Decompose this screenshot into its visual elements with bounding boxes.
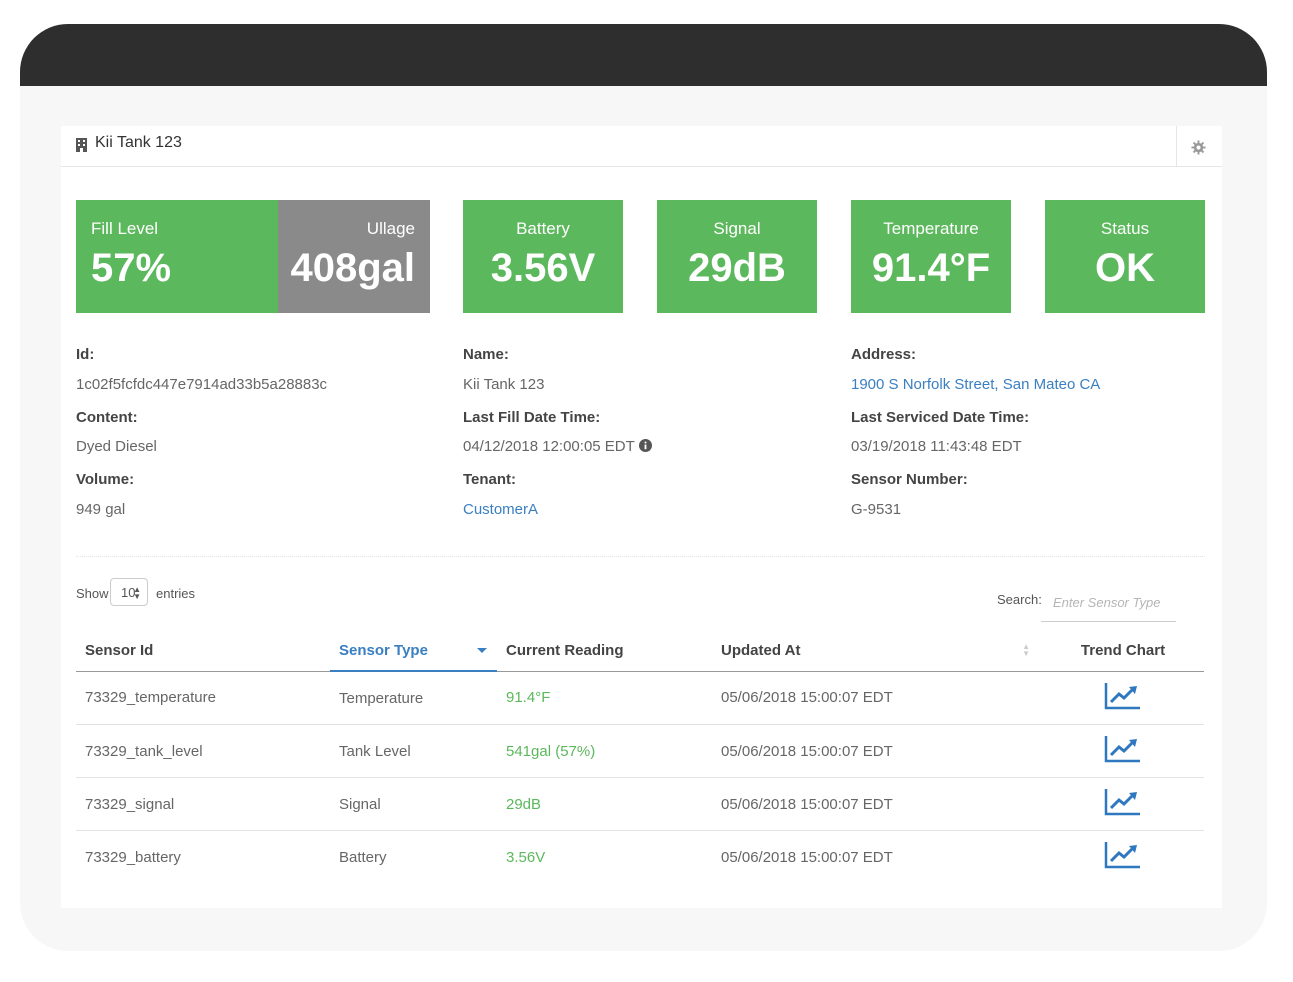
page-size-select[interactable]: 10 ▲ ▼ xyxy=(110,578,148,606)
reading-cell: 29dB xyxy=(497,777,712,831)
reading-cell: 91.4°F xyxy=(497,671,712,725)
fill-level-value: 57% xyxy=(91,246,172,290)
last-fill-label: Last Fill Date Time: xyxy=(463,409,601,426)
device-frame: Kii Tank 123 Fill Level 57% Ullage 408ga… xyxy=(20,24,1267,951)
fill-level-tile: Fill Level 57% xyxy=(76,200,278,313)
column-header-current-reading[interactable]: Current Reading xyxy=(497,630,712,672)
updated-at-cell: 05/06/2018 15:00:07 EDT xyxy=(712,724,1042,778)
ullage-value: 408gal xyxy=(290,246,415,290)
trend-chart-cell xyxy=(1042,724,1204,778)
name-value: Kii Tank 123 xyxy=(463,376,545,393)
reading-cell: 3.56V xyxy=(506,848,546,866)
section-divider xyxy=(76,556,1205,557)
page-size-control: Show 10 ▲ ▼ entries xyxy=(76,578,195,606)
sensor-id-cell: 73329_temperature xyxy=(76,671,330,725)
tank-panel: Kii Tank 123 Fill Level 57% Ullage 408ga… xyxy=(61,126,1222,908)
updated-at-cell: 05/06/2018 15:00:07 EDT xyxy=(712,777,1042,831)
gear-icon xyxy=(1191,140,1206,155)
signal-label: Signal xyxy=(713,219,761,238)
building-icon xyxy=(76,138,87,152)
sensor-type-cell: Signal xyxy=(330,777,497,831)
signal-value: 29dB xyxy=(688,246,786,290)
volume-value: 949 gal xyxy=(76,501,126,518)
sensor-id-cell: 73329_tank_level xyxy=(76,724,330,778)
column-header-sensor-type[interactable]: Sensor Type xyxy=(330,630,497,672)
page-title: Kii Tank 123 xyxy=(95,134,182,151)
sensor-number-value: G-9531 xyxy=(851,501,902,518)
trend-chart-icon[interactable] xyxy=(1104,840,1142,870)
table-row: 73329_temperature Temperature 91.4°F 05/… xyxy=(76,671,1204,725)
signal-tile: Signal 29dB xyxy=(657,200,817,313)
sensor-type-cell: Battery xyxy=(339,848,387,866)
status-label: Status xyxy=(1100,219,1150,238)
battery-label: Battery xyxy=(516,219,570,238)
device-top-bar xyxy=(20,24,1267,86)
sensor-number-label: Sensor Number: xyxy=(851,471,968,488)
temperature-tile: Temperature 91.4°F xyxy=(851,200,1011,313)
updated-at-cell: 05/06/2018 15:00:07 EDT xyxy=(721,848,893,866)
tenant-link[interactable]: CustomerA xyxy=(463,501,539,518)
volume-label: Volume: xyxy=(76,471,135,488)
battery-tile: Battery 3.56V xyxy=(463,200,623,313)
battery-value: 3.56V xyxy=(490,246,596,290)
sort-desc-icon xyxy=(477,648,487,653)
sensor-type-header-label: Sensor Type xyxy=(339,641,428,659)
content-label: Content: xyxy=(76,409,138,426)
table-row: 73329_tank_level Tank Level 541gal (57%)… xyxy=(76,724,1204,778)
updated-at-header-label: Updated At xyxy=(721,641,801,659)
trend-chart-icon[interactable] xyxy=(1104,787,1142,817)
name-label: Name: xyxy=(463,346,509,363)
select-arrows-icon: ▲ ▼ xyxy=(133,585,141,601)
ullage-tile: Ullage 408gal xyxy=(278,200,430,313)
tenant-label: Tenant: xyxy=(463,471,517,488)
sensor-id-cell: 73329_battery xyxy=(85,848,181,866)
ullage-label: Ullage xyxy=(366,219,415,238)
show-label: Show xyxy=(76,586,109,601)
last-serviced-value: 03/19/2018 11:43:48 EDT xyxy=(851,438,1022,455)
sensor-table: Sensor Id Sensor Type Current Reading Up… xyxy=(76,630,1204,883)
sensor-id-cell: 73329_signal xyxy=(76,777,330,831)
temperature-value: 91.4°F xyxy=(871,246,991,290)
temperature-label: Temperature xyxy=(883,219,979,238)
id-value: 1c02f5fcfdc447e7914ad33b5a28883c xyxy=(76,376,328,393)
column-header-trend-chart: Trend Chart xyxy=(1042,630,1204,672)
last-fill-value: 04/12/2018 12:00:05 EDT xyxy=(463,438,652,455)
status-tile: Status OK xyxy=(1045,200,1205,313)
table-header-row: Sensor Id Sensor Type Current Reading Up… xyxy=(76,630,1204,672)
fill-level-label: Fill Level xyxy=(91,219,159,238)
id-label: Id: xyxy=(76,346,95,363)
search-input[interactable] xyxy=(1041,584,1176,622)
table-row: 73329_battery Battery 3.56V 05/06/2018 1… xyxy=(76,831,1204,884)
status-value: OK xyxy=(1095,246,1155,290)
search-label: Search: xyxy=(997,592,1042,607)
table-row: 73329_signal Signal 29dB 05/06/2018 15:0… xyxy=(76,777,1204,831)
address-label: Address: xyxy=(851,346,917,363)
last-fill-text: 04/12/2018 12:00:05 EDT xyxy=(463,438,635,455)
reading-cell: 541gal (57%) xyxy=(497,724,712,778)
column-header-sensor-id[interactable]: Sensor Id xyxy=(76,630,330,672)
panel-header: Kii Tank 123 xyxy=(61,126,1222,167)
sort-both-icon: ▲ ▼ xyxy=(1022,642,1030,658)
trend-chart-cell xyxy=(1042,777,1204,831)
address-link[interactable]: 1900 S Norfolk Street, San Mateo CA xyxy=(851,376,1101,393)
trend-chart-icon[interactable] xyxy=(1104,734,1142,764)
content-value: Dyed Diesel xyxy=(76,438,157,455)
updated-at-cell: 05/06/2018 15:00:07 EDT xyxy=(712,671,1042,725)
last-serviced-label: Last Serviced Date Time: xyxy=(851,409,1030,426)
trend-chart-cell xyxy=(1042,831,1204,884)
entries-label: entries xyxy=(156,586,196,601)
sensor-type-cell: Temperature xyxy=(330,671,497,725)
page-size-value: 10 xyxy=(121,585,136,600)
sensor-type-cell: Tank Level xyxy=(330,724,497,778)
trend-chart-cell xyxy=(1042,671,1204,725)
column-header-updated-at[interactable]: Updated At ▲ ▼ xyxy=(712,630,1042,672)
trend-chart-icon[interactable] xyxy=(1104,681,1142,711)
settings-button[interactable] xyxy=(1176,126,1222,166)
info-icon[interactable] xyxy=(638,439,652,452)
